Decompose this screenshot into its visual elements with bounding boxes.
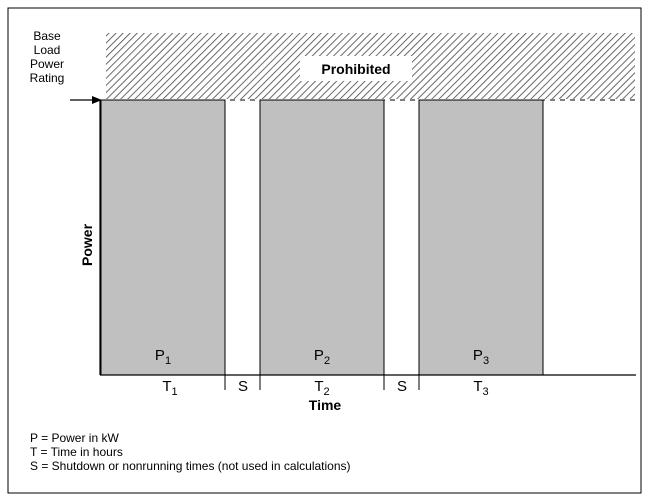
x-axis-label: Time: [309, 397, 342, 413]
time-symbol: T: [162, 378, 171, 395]
time-subscript: 1: [172, 386, 178, 398]
prohibited-box: [300, 56, 412, 81]
legend-item: T = Time in hours: [30, 445, 123, 459]
shutdown-label: S: [238, 378, 248, 395]
time-symbol: T: [473, 378, 482, 395]
time-subscript: 2: [324, 386, 330, 398]
y-axis-label: Power: [79, 223, 95, 266]
power-label: P2: [314, 347, 330, 367]
rating-line: Rating: [30, 71, 65, 85]
arrow-head: [92, 96, 102, 104]
power-label: P3: [473, 347, 489, 367]
power-subscript: 1: [165, 355, 171, 367]
power-subscript: 3: [483, 355, 489, 367]
power-subscript: 2: [324, 355, 330, 367]
prohibited-label: Prohibited: [321, 61, 390, 77]
shutdown-label: S: [397, 378, 407, 395]
power-symbol: P: [155, 347, 165, 364]
legend-item: P = Power in kW: [30, 431, 119, 445]
legend-item: S = Shutdown or nonrunning times (not us…: [30, 459, 351, 473]
rating-line: Power: [30, 57, 64, 71]
time-symbol: T: [314, 378, 323, 395]
time-label: T1: [162, 378, 177, 398]
time-subscript: 3: [483, 386, 489, 398]
time-label: T2: [314, 378, 329, 398]
power-symbol: P: [314, 347, 324, 364]
power-label: P1: [155, 347, 171, 367]
power-symbol: P: [473, 347, 483, 364]
rating-label: Base Load Power Rating: [30, 29, 65, 85]
rating-line: Base: [33, 29, 61, 43]
time-label: T3: [473, 378, 488, 398]
run-block: [418, 99, 544, 376]
rating-line: Load: [34, 43, 61, 57]
run-block: [100, 99, 226, 376]
run-block: [259, 99, 385, 376]
